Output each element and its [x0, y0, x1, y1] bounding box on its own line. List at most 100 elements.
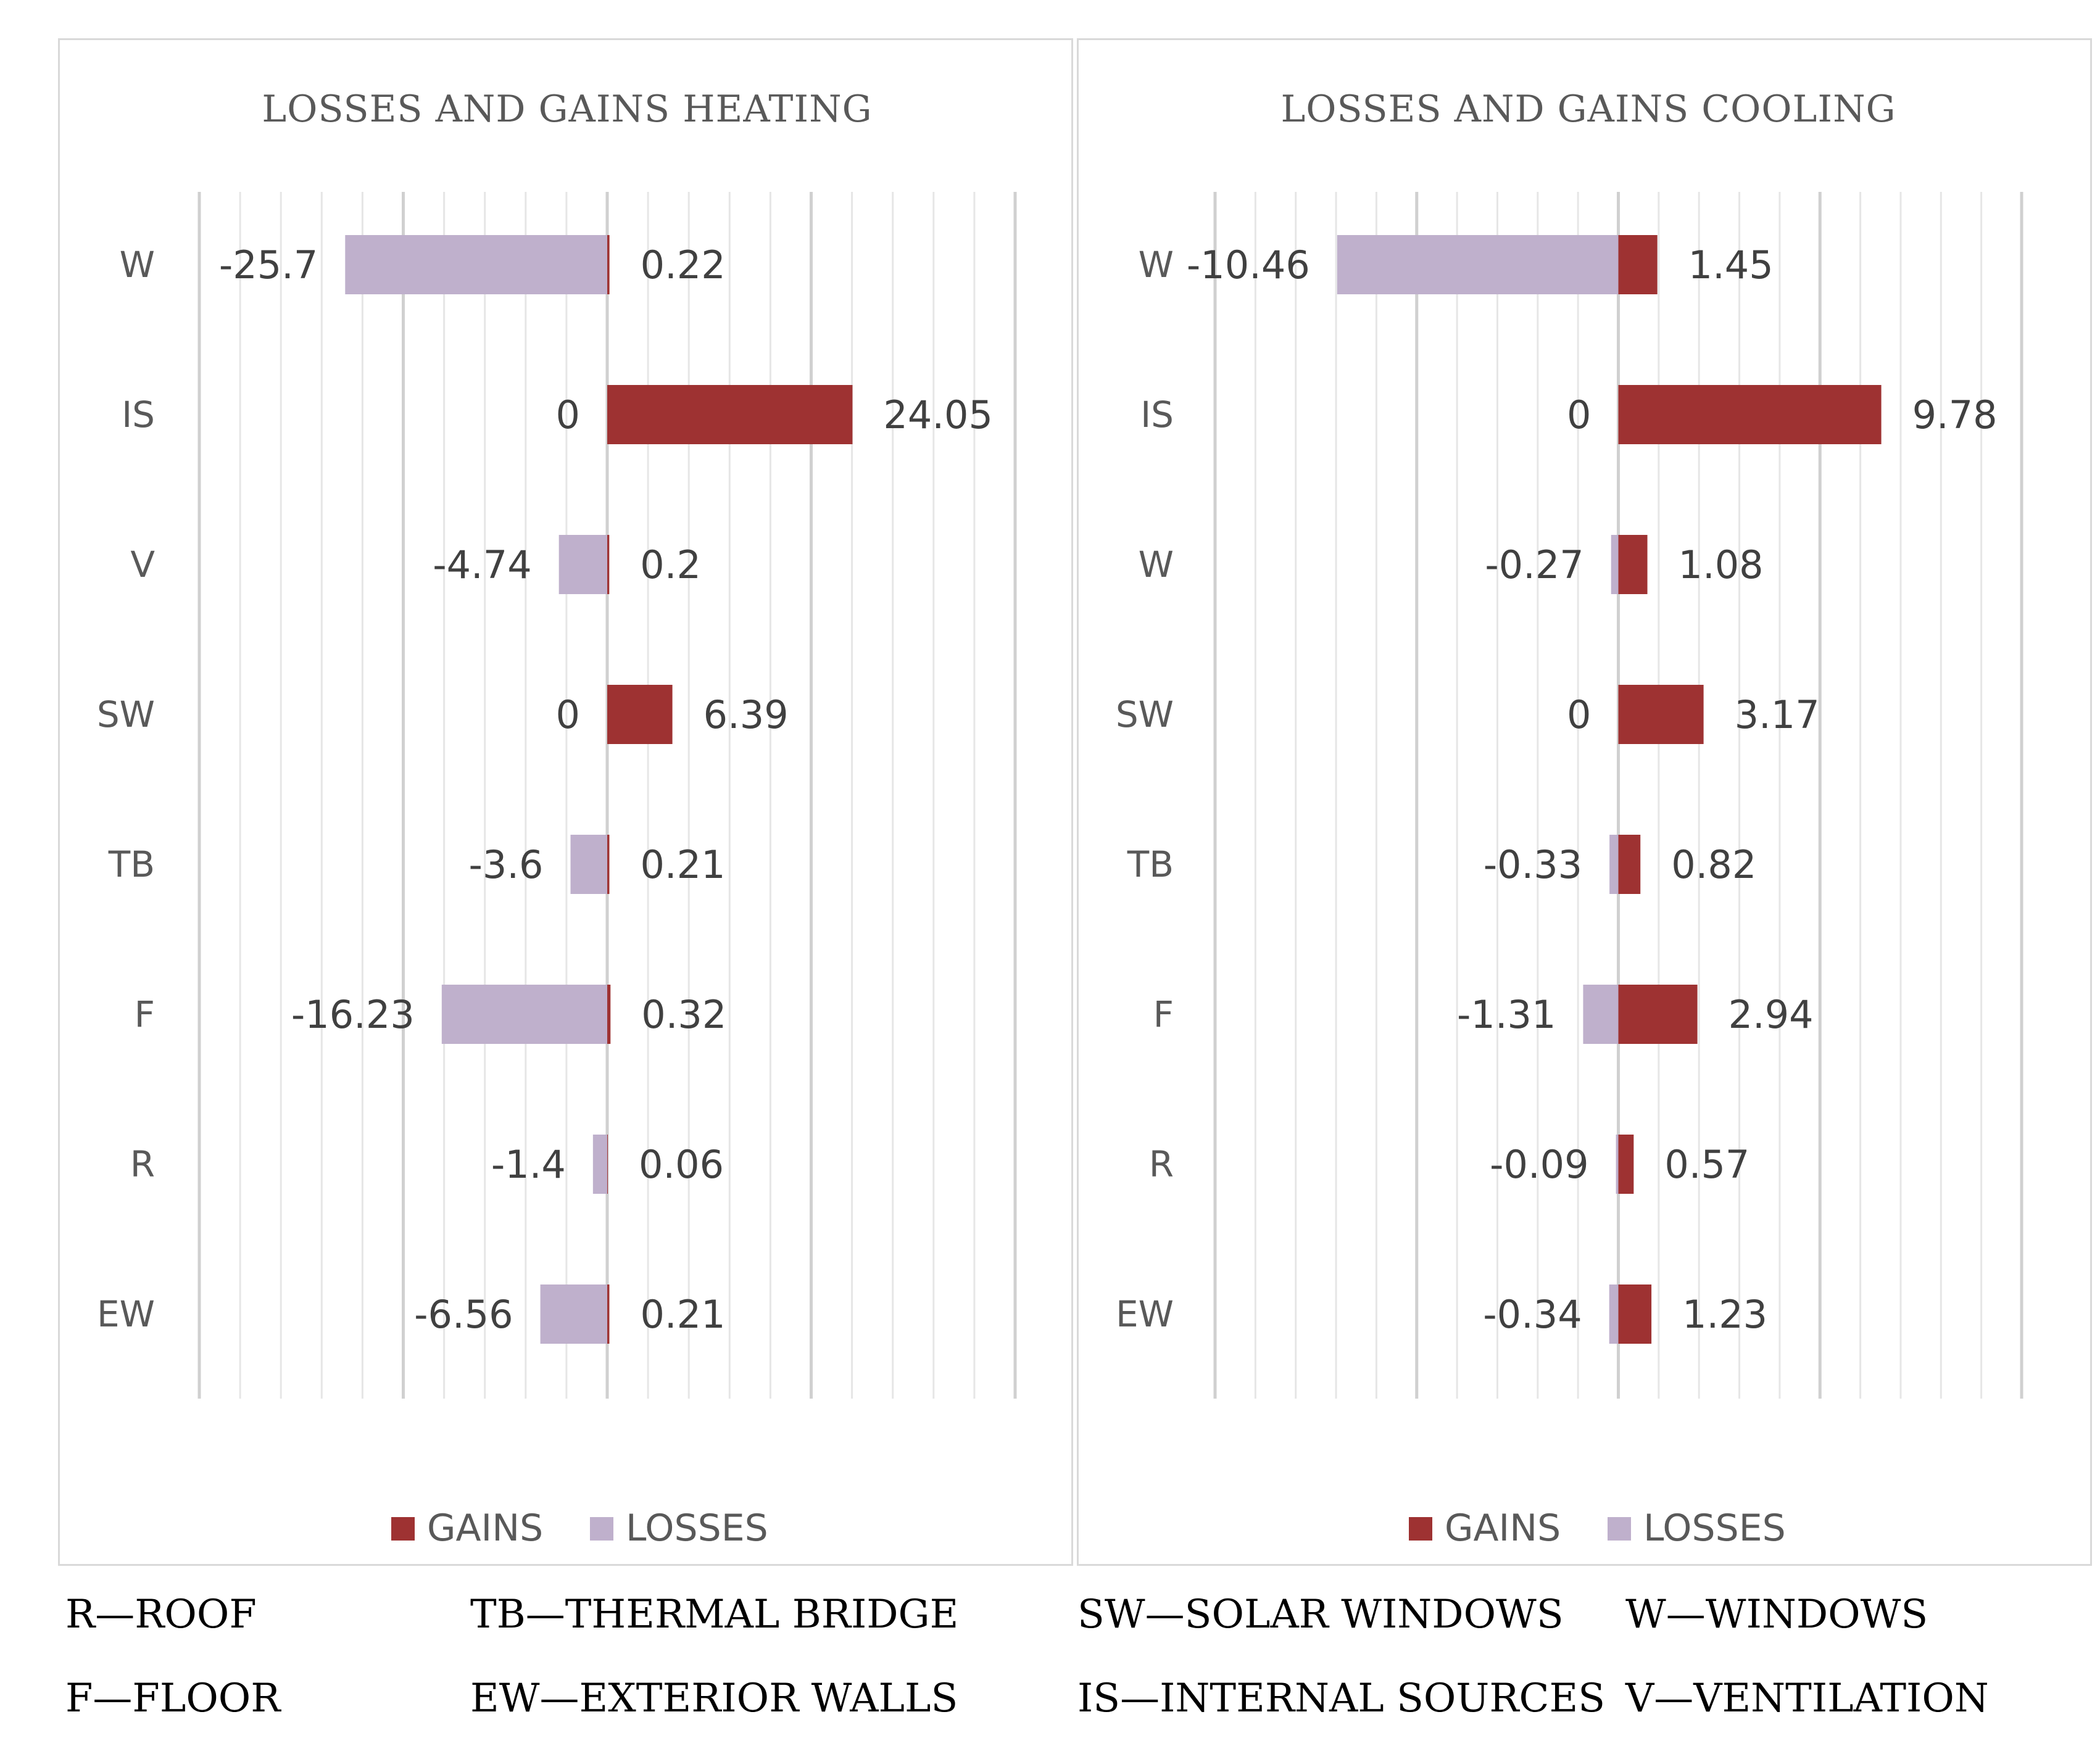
gain-value-label: 1.45	[1688, 242, 1774, 288]
gain-bar	[607, 1135, 608, 1194]
abbr-solar-windows: SW—SOLAR WINDOWS	[1077, 1592, 1564, 1637]
category-label: IS	[122, 394, 155, 436]
loss-value-label: -0.33	[1484, 842, 1582, 887]
gain-bar	[1618, 685, 1704, 744]
category-label: TB	[1127, 843, 1174, 885]
loss-value-label: 0	[556, 392, 580, 437]
bar-row: EW -6.56 0.21	[97, 1284, 726, 1344]
loss-value-label: -1.4	[491, 1142, 566, 1187]
bar-row: V -4.74 0.2	[130, 535, 701, 594]
bar-row: TB -0.33 0.82	[1127, 835, 1756, 894]
heating-chart: LOSSES AND GAINS HEATING W -25.7 0.22 IS 0 24.…	[97, 88, 1017, 1550]
chart-legend: GAINS LOSSES	[391, 1507, 768, 1550]
legend-swatch-losses	[1608, 1517, 1631, 1541]
abbr-floor: F—FLOOR	[65, 1676, 281, 1721]
loss-bar	[1609, 835, 1619, 894]
abbreviation-legend: R—ROOF TB—THERMAL BRIDGE SW—SOLAR WINDOW…	[0, 1592, 2100, 1752]
heating-chart-panel: LOSSES AND GAINS HEATING W -25.7 0.22 IS 0 24.…	[58, 38, 1073, 1566]
loss-bar	[1611, 535, 1619, 594]
category-label: R	[130, 1143, 155, 1185]
legend-label-losses: LOSSES	[626, 1507, 768, 1550]
abbr-roof: R—ROOF	[65, 1592, 257, 1637]
gain-value-label: 24.05	[883, 392, 993, 437]
loss-value-label: -3.6	[469, 842, 544, 887]
chart-legend: GAINS LOSSES	[1409, 1507, 1786, 1550]
gain-value-label: 0.32	[641, 992, 726, 1037]
bar-row: SW 0 3.17	[1116, 685, 1820, 744]
gain-value-label: 6.39	[703, 692, 789, 737]
bar-row: W -10.46 1.45	[1139, 235, 1774, 294]
chart-title: LOSSES AND GAINS HEATING	[262, 88, 872, 131]
gain-value-label: 0.06	[639, 1142, 724, 1187]
category-label: SW	[1116, 693, 1174, 735]
gain-value-label: 9.78	[1912, 392, 1998, 437]
gain-bar	[1618, 385, 1882, 444]
loss-value-label: -0.34	[1483, 1292, 1582, 1337]
abbr-windows: W—WINDOWS	[1625, 1592, 1928, 1637]
abbr-ventilation: V—VENTILATION	[1625, 1676, 1989, 1721]
gain-value-label: 1.08	[1679, 542, 1764, 587]
gain-bar	[607, 1284, 610, 1344]
gain-bar	[607, 835, 610, 894]
loss-value-label: -25.7	[219, 242, 318, 288]
bar-row: SW 0 6.39	[97, 685, 789, 744]
bar-row: W -0.27 1.08	[1139, 535, 1764, 594]
gridlines	[197, 192, 1017, 1399]
loss-value-label: 0	[556, 692, 580, 737]
loss-bar	[1616, 1135, 1619, 1194]
gain-value-label: 0.2	[640, 542, 701, 587]
gain-bar	[607, 685, 673, 744]
gain-bar	[1618, 235, 1658, 294]
loss-bar	[1609, 1284, 1619, 1344]
bar-row: F -1.31 2.94	[1153, 985, 1814, 1044]
loss-value-label: -0.09	[1490, 1142, 1588, 1187]
legend-swatch-gains	[391, 1517, 415, 1541]
loss-value-label: 0	[1567, 692, 1591, 737]
bar-row: IS 0 9.78	[1140, 385, 1998, 444]
gain-bar	[1618, 535, 1648, 594]
loss-bar	[1583, 985, 1619, 1044]
loss-value-label: 0	[1567, 392, 1591, 437]
gain-value-label: 1.23	[1682, 1292, 1767, 1337]
gain-value-label: 3.17	[1735, 692, 1820, 737]
loss-value-label: -16.23	[291, 992, 415, 1037]
gain-bar	[1618, 1135, 1634, 1194]
gain-bar	[607, 535, 610, 594]
bar-row: IS 0 24.05	[122, 385, 993, 444]
gain-value-label: 0.82	[1671, 842, 1756, 887]
category-label: W	[1139, 544, 1174, 585]
category-label: TB	[108, 843, 155, 885]
category-label: W	[1139, 244, 1174, 286]
loss-bar	[592, 1135, 607, 1194]
gridlines	[1213, 192, 2023, 1399]
abbr-thermal-bridge: TB—THERMAL BRIDGE	[470, 1592, 959, 1637]
category-label: F	[135, 993, 155, 1035]
legend-swatch-losses	[590, 1517, 613, 1541]
category-label: W	[120, 244, 155, 286]
bar-row: R -1.4 0.06	[130, 1135, 724, 1194]
category-label: R	[1149, 1143, 1174, 1185]
cooling-chart: LOSSES AND GAINS COOLING W -10.46 1.45 IS 0 9.…	[1116, 88, 2023, 1550]
gain-bar	[1618, 835, 1641, 894]
gain-value-label: 0.57	[1664, 1142, 1749, 1187]
legend-label-gains: GAINS	[427, 1507, 543, 1550]
abbr-internal-sources: IS—INTERNAL SOURCES	[1077, 1676, 1606, 1721]
bar-row: EW -0.34 1.23	[1116, 1284, 1767, 1344]
category-label: EW	[97, 1293, 155, 1335]
legend-label-gains: GAINS	[1445, 1507, 1561, 1550]
loss-bar	[540, 1284, 607, 1344]
gain-value-label: 0.21	[640, 842, 725, 887]
cooling-chart-panel: LOSSES AND GAINS COOLING W -10.46 1.45 IS 0 9.…	[1077, 38, 2092, 1566]
loss-bar	[1337, 235, 1619, 294]
loss-bar	[570, 835, 607, 894]
loss-bar	[345, 235, 607, 294]
bar-row: W -25.7 0.22	[120, 235, 726, 294]
loss-value-label: -0.27	[1485, 542, 1583, 587]
chart-title: LOSSES AND GAINS COOLING	[1280, 88, 1896, 131]
gain-bar	[607, 385, 853, 444]
gain-bar	[1618, 985, 1698, 1044]
loss-value-label: -4.74	[433, 542, 531, 587]
loss-value-label: -6.56	[414, 1292, 513, 1337]
category-label: IS	[1140, 394, 1174, 436]
bar-row: R -0.09 0.57	[1149, 1135, 1749, 1194]
